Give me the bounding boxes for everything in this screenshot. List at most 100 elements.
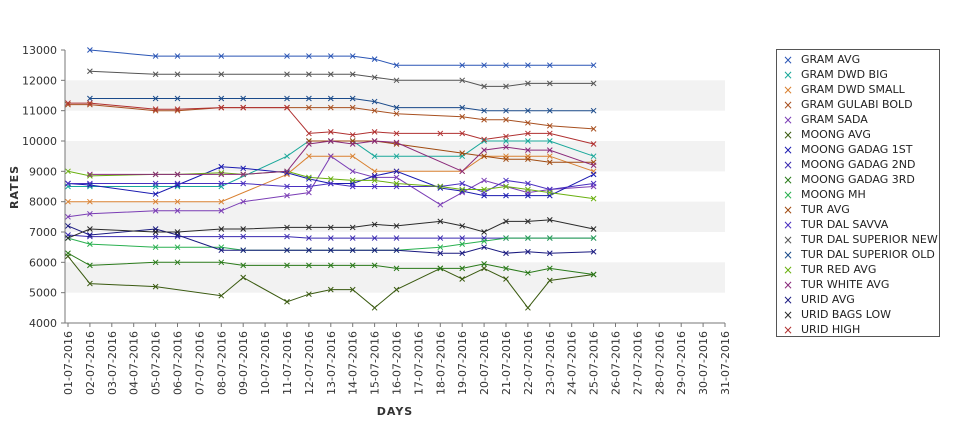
data-point	[459, 223, 466, 229]
data-point	[240, 104, 247, 111]
series-line	[89, 49, 594, 66]
data-point	[590, 162, 597, 169]
data-point	[503, 62, 509, 69]
data-point	[284, 168, 290, 175]
data-point	[590, 107, 597, 114]
legend-marker-icon: ×	[782, 202, 794, 217]
data-point	[349, 104, 356, 111]
data-point	[371, 235, 378, 241]
data-point	[218, 95, 225, 102]
x-tick-label: 19-07-2016	[456, 331, 469, 395]
data-point	[87, 173, 93, 179]
legend-marker-icon: ×	[782, 97, 794, 112]
data-point	[152, 106, 159, 113]
data-point	[393, 104, 400, 111]
data-point	[349, 247, 356, 254]
x-tick-label: 05-07-2016	[150, 331, 163, 395]
legend-marker-icon: ×	[782, 157, 794, 172]
data-point	[459, 77, 466, 84]
data-point	[349, 262, 356, 269]
x-tick-label: 13-07-2016	[325, 331, 338, 395]
data-point	[393, 286, 400, 293]
data-point	[459, 250, 466, 257]
data-point	[590, 180, 597, 187]
data-point	[240, 95, 247, 102]
data-point	[481, 260, 487, 267]
legend-label: URID HIGH	[801, 323, 861, 336]
data-point	[284, 183, 290, 190]
x-tick-label: 01-07-2016	[62, 331, 75, 395]
legend-marker-icon: ×	[782, 127, 794, 142]
legend-label: GRAM SADA	[801, 113, 868, 126]
data-point	[371, 221, 378, 228]
data-point	[327, 95, 334, 102]
data-point	[87, 100, 93, 106]
data-point	[152, 191, 159, 197]
data-point	[65, 168, 71, 175]
legend-label: TUR DAL SUPERIOR OLD	[801, 248, 935, 261]
data-point	[546, 235, 553, 241]
data-point	[284, 71, 290, 78]
data-point	[349, 235, 356, 241]
x-tick-label: 30-07-2016	[697, 331, 710, 395]
data-point	[459, 235, 466, 241]
legend-marker-icon: ×	[782, 307, 794, 322]
data-point	[481, 147, 487, 153]
legend-marker-icon: ×	[782, 292, 794, 307]
data-point	[481, 107, 487, 114]
data-point	[525, 119, 531, 126]
data-point	[503, 250, 509, 257]
legend-label: GRAM GULABI BOLD	[801, 98, 913, 111]
data-point	[240, 247, 247, 254]
data-point	[481, 62, 487, 69]
legend-item: × GRAM DWD BIG	[781, 67, 888, 82]
x-tick-label: 08-07-2016	[215, 331, 228, 395]
legend-item: × URID AVG	[781, 292, 855, 307]
legend-item: × TUR WHITE AVG	[781, 277, 889, 292]
data-point	[393, 110, 400, 117]
data-point	[503, 83, 509, 90]
data-point	[240, 226, 247, 232]
data-point	[306, 183, 312, 190]
data-point	[87, 210, 93, 217]
data-point	[525, 186, 531, 193]
x-tick-label: 26-07-2016	[610, 331, 623, 395]
data-point	[349, 224, 356, 231]
legend-item: × TUR DAL SAVVA	[781, 217, 888, 232]
data-point	[284, 262, 290, 269]
data-point	[240, 274, 247, 281]
data-point	[218, 171, 225, 178]
x-tick-label: 03-07-2016	[106, 331, 119, 395]
data-point	[327, 104, 334, 111]
x-ticks: 01-07-2016 02-07-2016 03-07-2016 04-07-2016…	[62, 323, 732, 395]
data-point	[152, 207, 159, 214]
legend-item: × TUR RED AVG	[781, 262, 876, 277]
data-point	[393, 153, 400, 160]
data-point	[525, 80, 531, 87]
data-point	[546, 265, 553, 272]
data-point	[393, 247, 400, 254]
data-point	[525, 180, 531, 187]
data-point	[437, 235, 444, 241]
data-point	[87, 232, 93, 238]
legend-label: MOONG GADAG 3RD	[801, 173, 915, 186]
legend-label: MOONG GADAG 1ST	[801, 143, 913, 156]
data-point	[174, 229, 181, 235]
data-point	[525, 107, 531, 114]
data-point	[459, 113, 466, 120]
legend-marker-icon: ×	[782, 247, 794, 262]
data-point	[240, 165, 247, 172]
data-point	[87, 280, 93, 287]
data-point	[327, 71, 334, 78]
data-point	[306, 53, 312, 59]
data-point	[437, 185, 444, 191]
legend-item: × TUR DAL SUPERIOR NEW	[781, 232, 938, 247]
x-tick-label: 14-07-2016	[347, 331, 360, 395]
data-point	[306, 104, 312, 111]
data-point	[393, 139, 400, 146]
data-point	[65, 250, 71, 257]
data-point	[306, 176, 312, 182]
data-point	[546, 277, 553, 284]
legend-item: × URID HIGH	[781, 322, 860, 337]
data-point	[459, 104, 466, 111]
